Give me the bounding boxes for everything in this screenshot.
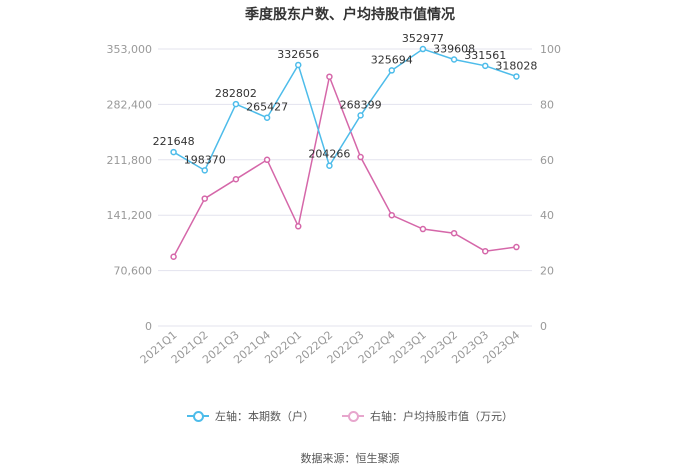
left-axis-tick-label: 211,800 (107, 154, 153, 167)
data-label-shareholders: 339608 (433, 43, 475, 56)
right-axis-tick-label: 100 (540, 43, 561, 56)
data-point-market-value (201, 195, 208, 202)
legend-left-marker-icon (187, 411, 209, 422)
data-point-market-value (450, 229, 458, 237)
left-axis-tick-label: 0 (145, 320, 152, 333)
data-point-market-value (263, 156, 271, 164)
data-label-shareholders: 331561 (464, 49, 506, 62)
data-point-market-value (170, 253, 177, 260)
data-point-shareholders (482, 62, 489, 70)
left-axis-tick-label: 141,200 (107, 209, 153, 222)
legend: 左轴：本期数（户） 右轴：户均持股市值（万元） (0, 408, 700, 424)
right-axis-tick-label: 60 (540, 154, 554, 167)
data-point-market-value (295, 223, 302, 230)
legend-item-left[interactable]: 左轴：本期数（户） (187, 408, 314, 424)
right-axis-tick-label: 40 (540, 209, 554, 222)
left-axis-tick-label: 70,600 (114, 265, 153, 278)
data-point-shareholders (450, 56, 458, 63)
legend-item-right[interactable]: 右轴：户均持股市值（万元） (342, 408, 513, 424)
data-point-market-value (482, 247, 489, 255)
data-label-shareholders: 318028 (495, 59, 537, 72)
data-source: 数据来源：恒生聚源 (300, 452, 400, 465)
data-label-shareholders: 282802 (215, 87, 257, 100)
data-point-market-value (388, 211, 395, 219)
data-label-shareholders: 204266 (308, 148, 350, 161)
data-point-shareholders (357, 112, 364, 119)
data-point-shareholders (513, 73, 520, 80)
data-point-market-value (513, 243, 520, 251)
data-point-shareholders (263, 114, 271, 121)
data-point-shareholders (232, 100, 240, 108)
right-axis-tick-label: 80 (540, 98, 554, 111)
data-point-shareholders (170, 148, 177, 156)
data-point-market-value (419, 225, 427, 233)
data-point-shareholders (295, 61, 302, 69)
data-point-shareholders (388, 67, 395, 74)
data-label-shareholders: 198370 (184, 153, 226, 166)
data-label-shareholders: 221648 (153, 135, 195, 148)
legend-right-label: 右轴：户均持股市值（万元） (370, 410, 513, 423)
left-axis-tick-label: 282,400 (107, 98, 153, 111)
right-axis-tick-label: 20 (540, 265, 554, 278)
data-label-shareholders: 352977 (402, 32, 444, 45)
legend-right-marker-icon (342, 411, 364, 422)
series-line-market-value (172, 74, 517, 258)
data-point-shareholders (419, 45, 427, 53)
left-axis-tick-label: 353,000 (107, 43, 153, 56)
data-point-market-value (357, 153, 364, 161)
data-point-shareholders (201, 167, 208, 174)
data-label-shareholders: 325694 (371, 53, 413, 66)
data-label-shareholders: 332656 (277, 48, 319, 61)
chart-title: 季度股东户数、户均持股市值情况 (245, 7, 455, 23)
data-point-shareholders (326, 162, 333, 169)
data-point-market-value (326, 73, 333, 80)
data-label-shareholders: 268399 (340, 98, 382, 111)
chart-canvas: 0 0 70,600 20 141,200 40 211,800 60 282,400 80 353… (107, 32, 562, 366)
data-label-shareholders: 265427 (246, 101, 288, 114)
right-axis-tick-label: 0 (540, 320, 547, 333)
data-point-market-value (232, 175, 240, 183)
series-line-shareholders (173, 48, 517, 172)
legend-left-label: 左轴：本期数（户） (215, 410, 314, 423)
